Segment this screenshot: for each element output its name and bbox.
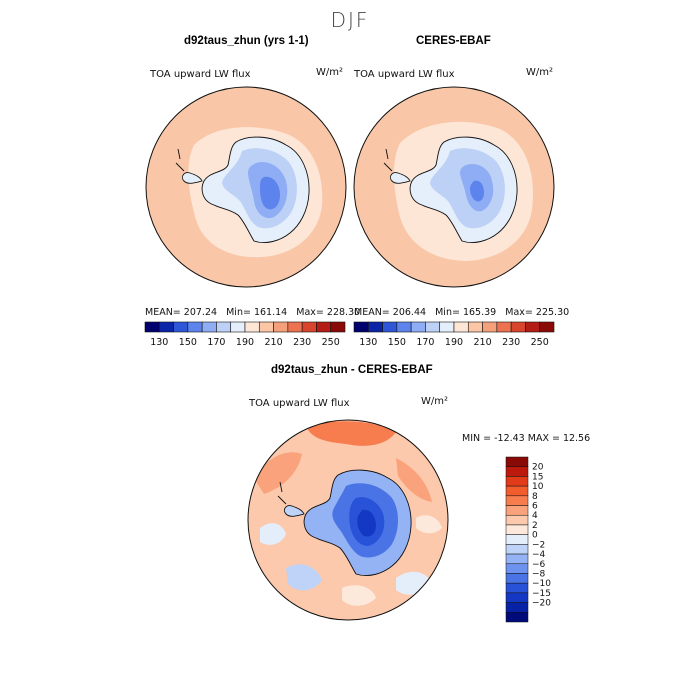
colorbar-diff-tick-label: −8 <box>532 569 546 579</box>
colorbar-diff-tick-label: 15 <box>532 472 543 482</box>
colorbar-obs-swatch <box>353 321 369 333</box>
colorbar-model-tick-label: 150 <box>179 337 197 348</box>
colorbar-model-tick-label: 130 <box>150 337 168 348</box>
colorbar-model-swatch <box>173 321 189 333</box>
page-title: DJF <box>330 8 370 32</box>
colorbar-model-swatch <box>258 321 274 333</box>
colorbar-diff-swatch <box>505 476 529 487</box>
colorbar-diff-tick-label: −15 <box>532 589 551 599</box>
colorbar-diff-swatch <box>505 534 529 545</box>
polar-map-obs <box>353 86 555 288</box>
colorbar-obs-swatch <box>510 321 526 333</box>
colorbar-diff-swatch <box>505 466 529 477</box>
colorbar-model-tick-label: 190 <box>236 337 254 348</box>
colorbar-diff-swatch <box>505 505 529 516</box>
variable-label-obs: TOA upward LW flux <box>354 69 455 80</box>
stats-obs: MEAN= 206.44 Min= 165.39 Max= 225.30 <box>354 307 570 318</box>
colorbar-obs-swatch <box>467 321 483 333</box>
colorbar-diff-swatch <box>505 485 529 497</box>
colorbar-model-swatch <box>316 321 332 333</box>
colorbar-obs-tick-label: 210 <box>474 337 492 348</box>
colorbar-model-swatch <box>230 321 246 333</box>
colorbar-model-swatch <box>216 321 232 333</box>
colorbar-obs-swatch <box>496 321 512 333</box>
colorbar-obs-swatch <box>482 321 498 333</box>
colorbar-model-swatch <box>244 321 260 333</box>
colorbar-diff-tick-label: 10 <box>532 482 544 492</box>
colorbar-model-swatch <box>301 321 317 333</box>
units-label-diff: W/m² <box>421 396 449 407</box>
colorbar-diff-tick-label: −6 <box>532 560 546 570</box>
colorbar-obs-swatch <box>425 321 441 333</box>
colorbar-model-tick-label: 210 <box>265 337 283 348</box>
variable-label-diff: TOA upward LW flux <box>249 398 350 409</box>
colorbar-model-swatch <box>144 321 160 333</box>
colorbar-obs-swatch <box>453 321 469 333</box>
polar-map-diff <box>247 419 449 621</box>
units-label-model: W/m² <box>316 67 344 78</box>
colorbar-obs-swatch <box>439 321 455 333</box>
colorbar-obs-tick-label: 230 <box>502 337 520 348</box>
colorbar-diff-tick-label: 6 <box>532 502 538 512</box>
colorbar-diff-swatch <box>505 612 529 623</box>
colorbar-diff-swatch <box>505 553 529 565</box>
stats-model: MEAN= 207.24 Min= 161.14 Max= 228.30 <box>145 307 361 318</box>
colorbar-diff-tick-label: 8 <box>532 492 538 502</box>
colorbar-diff-tick-label: −10 <box>532 579 551 589</box>
colorbar-obs-swatch <box>410 321 426 333</box>
panel-title-obs: CERES-EBAF <box>416 35 491 47</box>
colorbar-diff-swatch <box>505 514 529 526</box>
colorbar-obs-tick-label: 190 <box>445 337 463 348</box>
colorbar-obs-tick-label: 170 <box>416 337 434 348</box>
colorbar-diff-swatch <box>505 456 529 467</box>
colorbar-model-swatch <box>273 321 289 333</box>
colorbar-obs-swatch <box>539 321 555 333</box>
variable-label-model: TOA upward LW flux <box>150 69 251 80</box>
panel-title-model: d92taus_zhun (yrs 1-1) <box>184 35 309 47</box>
colorbar-model-tick-label: 230 <box>293 337 311 348</box>
stats-diff: MIN = -12.43 MAX = 12.56 <box>462 433 591 444</box>
colorbar-diff-swatch <box>505 495 529 506</box>
colorbar-diff-tick-label: −4 <box>532 550 546 560</box>
colorbar-diff-tick-label: 2 <box>532 521 538 531</box>
panel-title-diff: d92taus_zhun - CERES-EBAF <box>271 364 433 376</box>
colorbar-diff-swatch <box>505 582 529 594</box>
colorbar-model: 130150170190210230250270 <box>144 321 346 348</box>
colorbar-obs-swatch <box>382 321 398 333</box>
colorbar-diff-tick-label: 0 <box>532 531 538 541</box>
colorbar-model-swatch <box>287 321 303 333</box>
colorbar-model-swatch <box>201 321 217 333</box>
colorbar-obs: 130150170190210230250270 <box>353 321 555 348</box>
colorbar-model-swatch <box>330 321 346 333</box>
colorbar-diff-swatch <box>505 573 529 584</box>
colorbar-diff-swatch <box>505 544 529 555</box>
colorbar-diff-tick-label: 4 <box>532 511 538 521</box>
colorbar-diff-swatch <box>505 524 529 535</box>
colorbar-diff-swatch <box>505 592 529 603</box>
colorbar-obs-tick-label: 250 <box>531 337 549 348</box>
colorbar-diff-swatch <box>505 563 529 574</box>
colorbar-diff-tick-label: 20 <box>532 463 544 473</box>
colorbar-obs-tick-label: 130 <box>359 337 377 348</box>
polar-map-model <box>145 86 347 288</box>
colorbar-obs-swatch <box>367 321 383 333</box>
units-label-obs: W/m² <box>526 67 554 78</box>
colorbar-obs-swatch <box>396 321 412 333</box>
colorbar-diff-swatch <box>505 602 529 613</box>
colorbar-model-tick-label: 170 <box>207 337 225 348</box>
colorbar-obs-tick-label: 150 <box>388 337 406 348</box>
colorbar-model-swatch <box>158 321 174 333</box>
colorbar-diff-tick-label: −2 <box>532 540 545 550</box>
colorbar-obs-swatch <box>525 321 541 333</box>
colorbar-model-swatch <box>187 321 203 333</box>
colorbar-model-tick-label: 250 <box>322 337 340 348</box>
colorbar-diff-tick-label: −20 <box>532 599 551 609</box>
